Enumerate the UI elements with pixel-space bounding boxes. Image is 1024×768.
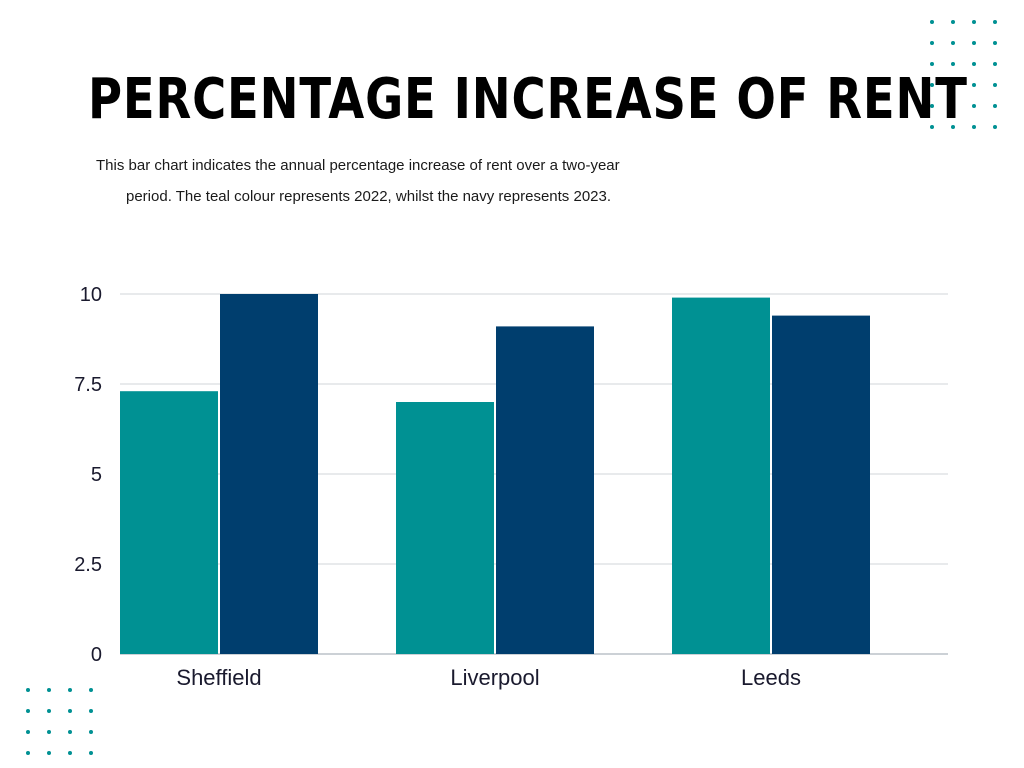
y-tick-label: 5	[91, 464, 102, 486]
decorative-dot	[951, 104, 955, 108]
y-tick-label: 7.5	[74, 374, 102, 396]
decorative-dot	[68, 709, 72, 713]
decorative-dot	[930, 41, 934, 45]
decorative-dot	[47, 730, 51, 734]
decorative-dot	[972, 104, 976, 108]
decorative-dot	[89, 688, 93, 692]
x-category-label: Leeds	[741, 665, 801, 690]
decorative-dot	[26, 688, 30, 692]
page-title: PERCENTAGE INCREASE OF RENT	[88, 67, 968, 132]
decorative-dot	[26, 709, 30, 713]
description-line-2: period. The teal colour represents 2022,…	[126, 188, 612, 205]
decorative-dot-grid-bottom-left	[26, 688, 106, 768]
decorative-dot	[68, 751, 72, 755]
decorative-dot	[930, 125, 934, 129]
decorative-dot	[951, 83, 955, 87]
bar	[496, 326, 594, 654]
x-category-label: Liverpool	[450, 665, 539, 690]
decorative-dot	[26, 730, 30, 734]
decorative-dot	[951, 62, 955, 66]
decorative-dot	[47, 709, 51, 713]
decorative-dot	[972, 41, 976, 45]
decorative-dot	[89, 751, 93, 755]
decorative-dot	[993, 62, 997, 66]
decorative-dot	[47, 751, 51, 755]
chart-description: This bar chart indicates the annual perc…	[96, 150, 736, 212]
decorative-dot	[993, 125, 997, 129]
bar	[396, 402, 494, 654]
x-category-label: Sheffield	[176, 665, 261, 690]
decorative-dot	[89, 730, 93, 734]
decorative-dot	[993, 20, 997, 24]
decorative-dot	[89, 709, 93, 713]
decorative-dot	[951, 20, 955, 24]
decorative-dot	[993, 41, 997, 45]
y-tick-label: 0	[91, 644, 102, 666]
decorative-dot-grid-top-right	[930, 20, 1010, 132]
decorative-dot	[930, 62, 934, 66]
decorative-dot	[68, 688, 72, 692]
decorative-dot	[930, 20, 934, 24]
decorative-dot	[972, 83, 976, 87]
bar	[120, 391, 218, 654]
decorative-dot	[993, 83, 997, 87]
decorative-dot	[993, 104, 997, 108]
decorative-dot	[930, 83, 934, 87]
description-line-1: This bar chart indicates the annual perc…	[96, 157, 620, 174]
decorative-dot	[972, 125, 976, 129]
bar	[772, 315, 870, 654]
decorative-dot	[47, 688, 51, 692]
decorative-dot	[930, 104, 934, 108]
decorative-dot	[951, 125, 955, 129]
decorative-dot	[26, 751, 30, 755]
y-tick-label: 2.5	[74, 554, 102, 576]
decorative-dot	[951, 41, 955, 45]
decorative-dot	[68, 730, 72, 734]
y-tick-label: 10	[80, 284, 102, 306]
bar	[672, 297, 770, 654]
decorative-dot	[972, 20, 976, 24]
bar	[220, 294, 318, 654]
decorative-dot	[972, 62, 976, 66]
